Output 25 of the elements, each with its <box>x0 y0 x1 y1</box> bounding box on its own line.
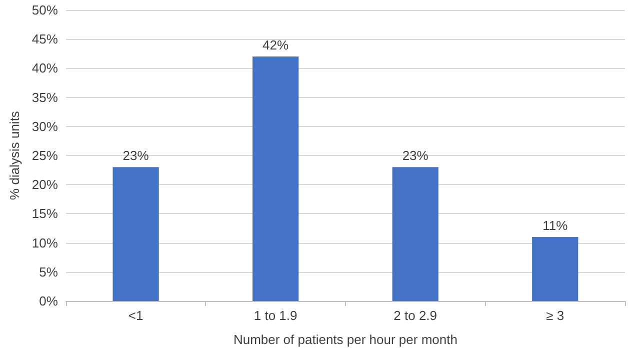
x-tick-label: 1 to 1.9 <box>254 308 298 323</box>
y-tick-label: 0% <box>39 294 58 308</box>
y-tick-label: 15% <box>32 206 58 222</box>
x-tick-label: <1 <box>128 308 144 323</box>
y-axis-title: % dialysis units <box>7 110 22 200</box>
bar <box>112 167 159 301</box>
data-label: 23% <box>402 148 429 164</box>
y-tick-label: 20% <box>32 177 58 192</box>
data-label: 42% <box>262 38 290 53</box>
bar <box>392 167 438 301</box>
y-tick-label: 30% <box>32 118 58 134</box>
y-tick-label: 5% <box>39 264 58 280</box>
y-tick-label: 25% <box>32 148 58 163</box>
y-tick-label: 10% <box>32 235 58 250</box>
y-tick-label: 50% <box>32 2 58 18</box>
x-axis-title: Number of patients per hour per month <box>233 332 458 347</box>
bar <box>532 236 578 301</box>
y-tick-label: 45% <box>32 32 58 47</box>
data-label: 23% <box>122 148 150 164</box>
y-tick-label: 35% <box>32 90 58 105</box>
x-tick-label: ≥ 3 <box>546 308 564 323</box>
data-label: 11% <box>542 218 568 233</box>
bar <box>252 56 299 301</box>
y-tick-label: 40% <box>32 60 58 76</box>
x-tick-label: 2 to 2.9 <box>394 308 438 323</box>
